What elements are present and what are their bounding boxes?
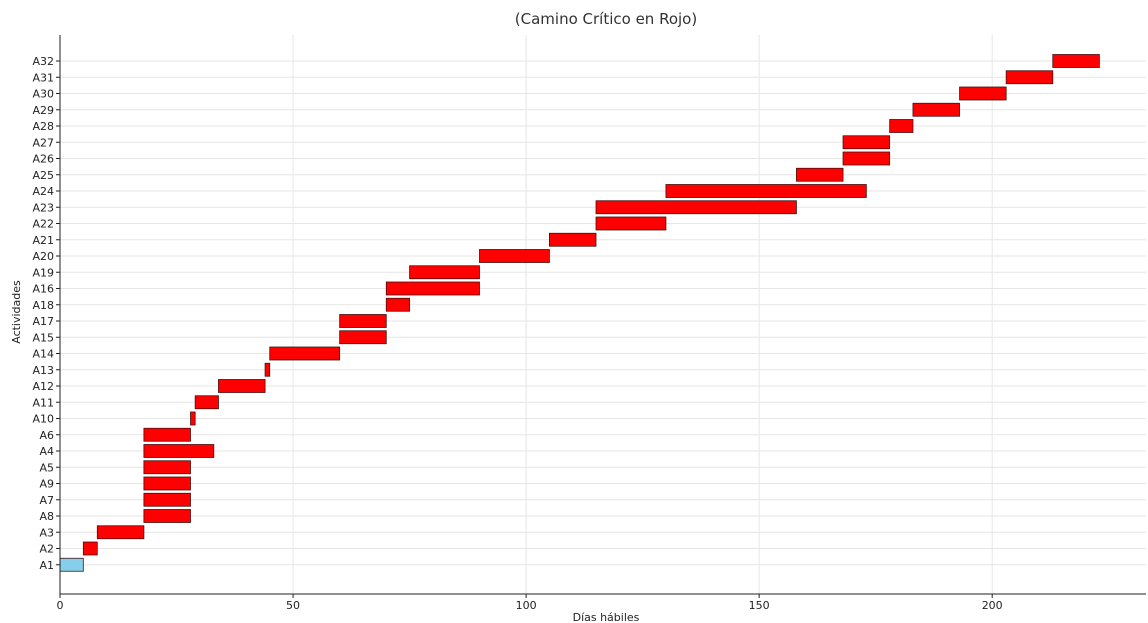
bar-a5	[143, 460, 191, 475]
y-tick-label: A1	[39, 559, 54, 572]
y-tick-label: A27	[32, 136, 54, 149]
x-axis-label: Días hábiles	[573, 611, 640, 623]
bar-a29	[912, 102, 960, 117]
y-tick-label: A12	[32, 380, 54, 393]
bar-a10	[190, 411, 196, 426]
x-tick-label: 50	[286, 599, 300, 612]
bar-a31	[1005, 70, 1054, 85]
y-tick-label: A18	[32, 299, 54, 312]
bar-a19	[409, 265, 480, 280]
y-tick-label: A31	[32, 71, 54, 84]
bar-a11	[194, 395, 219, 410]
bar-a20	[479, 249, 550, 263]
y-tick-label: A21	[32, 234, 54, 247]
axes-layer: 0 50 100 150 200 A1 A2 A3 A8 A7 A9 A5 A4 A6 A10 A11 A12 A…	[32, 35, 1146, 612]
bar-a22	[595, 216, 667, 231]
bar-a27	[842, 135, 891, 150]
bar-a3	[96, 525, 145, 540]
bar-a1	[59, 557, 84, 572]
bar-a23	[595, 200, 797, 215]
bar-a30	[959, 86, 1007, 101]
y-tick-label: A5	[39, 461, 54, 474]
x-tick-label: 150	[749, 599, 770, 612]
y-tick-label: A2	[39, 543, 54, 556]
y-tick-label: A14	[32, 348, 54, 361]
y-tick-label: A17	[32, 315, 54, 328]
y-tick-label: A24	[32, 185, 54, 198]
chart-title: (Camino Crítico en Rojo)	[515, 10, 697, 28]
y-tick-label: A25	[32, 169, 54, 182]
bar-a26	[842, 151, 891, 166]
y-tick-label: A9	[39, 478, 54, 491]
bar-a21	[548, 232, 597, 247]
y-tick-label: A10	[32, 413, 54, 426]
y-tick-label: A16	[32, 283, 54, 296]
y-tick-label: A6	[39, 429, 54, 442]
bar-a8	[143, 509, 191, 523]
y-tick-label: A30	[32, 88, 54, 101]
bar-a12	[218, 379, 266, 393]
y-tick-label: A8	[39, 510, 54, 523]
y-tick-label: A29	[32, 104, 54, 117]
y-tick-label: A7	[39, 494, 54, 507]
bar-a7	[143, 492, 191, 507]
y-tick-label: A3	[39, 526, 54, 539]
bar-a32	[1052, 54, 1100, 68]
bar-a16	[385, 281, 480, 296]
y-tick-label: A19	[32, 266, 54, 279]
bar-a13	[264, 362, 271, 377]
bar-a9	[143, 476, 191, 491]
x-tick-label: 200	[982, 599, 1003, 612]
x-tick-label: 100	[516, 599, 537, 612]
bar-a25	[796, 167, 844, 182]
bar-a15	[339, 330, 387, 345]
y-tick-label: A32	[32, 55, 54, 68]
bar-a2	[82, 541, 98, 556]
y-axis-label: Actividades	[10, 280, 23, 344]
bar-a17	[339, 314, 387, 328]
y-tick-label: A28	[32, 120, 54, 133]
bar-a14	[269, 346, 341, 361]
y-tick-label: A20	[32, 250, 54, 263]
bar-a6	[143, 427, 191, 442]
bar-a28	[889, 119, 914, 133]
bar-a24	[665, 184, 867, 198]
bar-a18	[385, 297, 410, 312]
y-tick-label: A22	[32, 218, 54, 231]
y-tick-label: A4	[39, 445, 54, 458]
bar-a4	[143, 444, 215, 458]
y-tick-label: A13	[32, 364, 54, 377]
y-tick-label: A11	[32, 396, 54, 409]
y-tick-label: A15	[32, 331, 54, 344]
y-tick-label: A23	[32, 201, 54, 214]
x-tick-label: 0	[57, 599, 64, 612]
bars-layer	[59, 54, 1100, 572]
y-tick-label: A26	[32, 153, 54, 166]
grid-layer	[59, 35, 1146, 594]
